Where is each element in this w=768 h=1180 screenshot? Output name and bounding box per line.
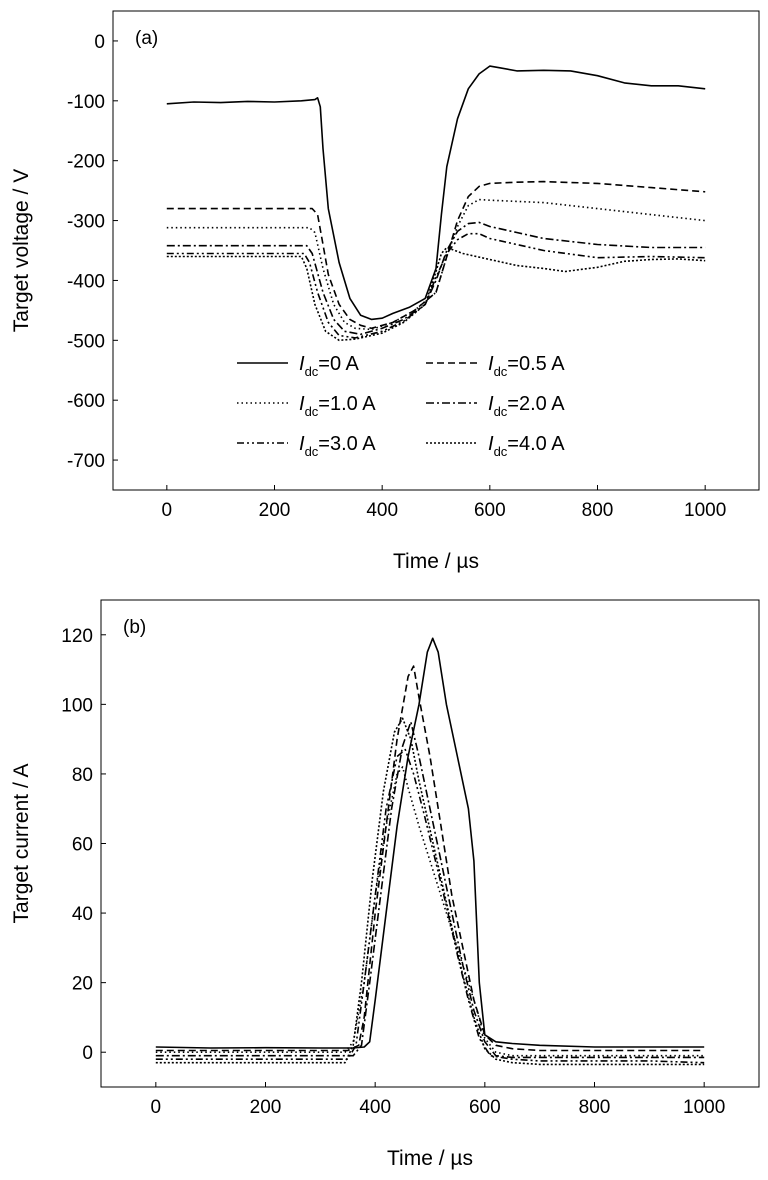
legend-symbol: I bbox=[299, 393, 305, 415]
legend-label-2: Idc=1.0 A bbox=[299, 393, 376, 419]
panel-label: (a) bbox=[135, 28, 158, 49]
y-tick-label: -400 bbox=[67, 271, 105, 292]
x-tick-label: 800 bbox=[579, 1097, 611, 1118]
series-line-0 bbox=[155, 637, 705, 1049]
legend-subscript: dc bbox=[305, 404, 319, 419]
y-tick-label: -700 bbox=[67, 451, 105, 472]
x-tick-label: 0 bbox=[162, 500, 173, 521]
x-tick-label: 600 bbox=[469, 1097, 501, 1118]
legend-subscript: dc bbox=[494, 404, 508, 419]
series-line-4 bbox=[155, 748, 705, 1064]
series-line-5 bbox=[166, 246, 706, 342]
legend-value: =0 A bbox=[318, 353, 359, 375]
legend-value: =4.0 A bbox=[507, 433, 565, 455]
plot-frame bbox=[100, 599, 760, 1088]
x-axis-title: Time / µs bbox=[387, 1147, 473, 1170]
x-tick-label: 1000 bbox=[684, 500, 726, 521]
legend-symbol: I bbox=[488, 393, 494, 415]
y-axis-title: Target voltage / V bbox=[10, 169, 33, 332]
y-tick-label: 60 bbox=[72, 835, 93, 856]
series-line-5 bbox=[155, 717, 705, 1066]
legend-label-0: Idc=0 A bbox=[299, 353, 360, 379]
y-tick-label: -300 bbox=[67, 212, 105, 233]
series-line-2 bbox=[155, 766, 705, 1057]
y-tick-label: 0 bbox=[82, 1043, 93, 1064]
legend-label-4: Idc=3.0 A bbox=[299, 433, 376, 459]
x-axis-title: Time / µs bbox=[393, 550, 479, 573]
series-line-1 bbox=[166, 180, 706, 330]
legend-label-1: Idc=0.5 A bbox=[488, 353, 565, 379]
series-line-3 bbox=[155, 721, 705, 1059]
y-axis-title: Target current / A bbox=[10, 764, 33, 924]
legend-symbol: I bbox=[488, 353, 494, 375]
y-tick-label: -500 bbox=[67, 331, 105, 352]
y-tick-label: -600 bbox=[67, 391, 105, 412]
legend-subscript: dc bbox=[494, 364, 508, 379]
legend-symbol: I bbox=[488, 433, 494, 455]
y-tick-label: -100 bbox=[67, 92, 105, 113]
x-tick-label: 200 bbox=[250, 1097, 282, 1118]
y-tick-label: -200 bbox=[67, 152, 105, 173]
legend-subscript: dc bbox=[494, 444, 508, 459]
x-tick-label: 800 bbox=[582, 500, 614, 521]
legend-subscript: dc bbox=[305, 364, 319, 379]
y-tick-label: 0 bbox=[94, 32, 105, 53]
legend-symbol: I bbox=[299, 353, 305, 375]
legend-value: =2.0 A bbox=[507, 393, 565, 415]
chart-panel-b: 0 200 400 600 800 1000 0 20 40 60 80 100 120 Time / µ… bbox=[10, 599, 760, 1170]
x-tick-label: 400 bbox=[359, 1097, 391, 1118]
series-line-1 bbox=[155, 665, 705, 1052]
y-tick-label: 120 bbox=[61, 626, 93, 647]
x-tick-label: 200 bbox=[259, 500, 291, 521]
plot-frame bbox=[112, 10, 760, 491]
legend-label-3: Idc=2.0 A bbox=[488, 393, 565, 419]
y-tick-label: 40 bbox=[72, 904, 93, 925]
x-tick-label: 400 bbox=[366, 500, 398, 521]
x-tick-label: 0 bbox=[151, 1097, 162, 1118]
x-tick-label: 600 bbox=[474, 500, 506, 521]
y-tick-label: 100 bbox=[61, 695, 93, 716]
legend-value: =3.0 A bbox=[318, 433, 376, 455]
series-line-4 bbox=[166, 232, 706, 339]
chart-panel-a: 0 200 400 600 800 1000 0 -100 -200 -300 -400 -500 -6… bbox=[10, 10, 760, 573]
y-tick-label: 20 bbox=[72, 974, 93, 995]
x-tick-label: 1000 bbox=[683, 1097, 725, 1118]
series-line-0 bbox=[166, 65, 706, 321]
legend-symbol: I bbox=[299, 433, 305, 455]
legend-value: =1.0 A bbox=[318, 393, 376, 415]
panel-label: (b) bbox=[123, 617, 146, 638]
legend-subscript: dc bbox=[305, 444, 319, 459]
y-tick-label: 80 bbox=[72, 765, 93, 786]
legend-label-5: Idc=4.0 A bbox=[488, 433, 565, 459]
legend-value: =0.5 A bbox=[507, 353, 565, 375]
